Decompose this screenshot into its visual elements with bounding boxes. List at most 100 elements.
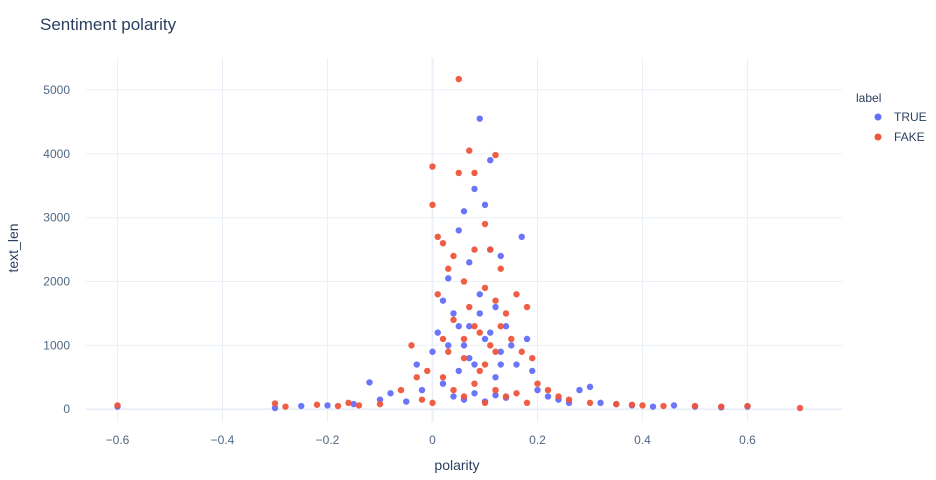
data-point	[597, 399, 604, 407]
data-point	[450, 252, 457, 260]
data-point	[487, 156, 494, 164]
legend-item-true[interactable]: TRUE	[894, 110, 927, 124]
data-point	[523, 399, 531, 407]
data-point	[718, 403, 725, 410]
data-point	[324, 402, 331, 409]
data-point	[502, 393, 510, 400]
data-point	[513, 291, 520, 298]
data-point	[497, 361, 504, 368]
data-point	[445, 348, 452, 355]
data-point	[565, 396, 573, 403]
data-point	[387, 390, 394, 397]
data-point	[471, 390, 478, 397]
data-point	[744, 402, 751, 410]
x-tick-label: −0.6	[106, 433, 130, 447]
data-point	[670, 402, 678, 409]
y-tick-label: 1000	[43, 338, 70, 352]
data-point	[628, 401, 636, 408]
data-point	[466, 303, 473, 311]
data-point	[481, 399, 489, 407]
data-point	[476, 329, 483, 336]
data-point	[450, 316, 457, 324]
data-point	[455, 75, 462, 83]
data-point	[439, 335, 447, 343]
data-point	[691, 402, 699, 410]
data-point	[455, 227, 462, 234]
data-point	[334, 402, 342, 410]
legend-marker	[874, 113, 882, 121]
x-tick-label: 0.2	[529, 433, 546, 447]
data-point	[418, 396, 426, 403]
data-point	[460, 335, 468, 343]
data-point	[481, 335, 489, 343]
data-point	[355, 402, 363, 409]
x-tick-label: 0	[429, 433, 436, 447]
data-point	[429, 348, 436, 355]
legend-item-fake[interactable]: FAKE	[894, 130, 925, 144]
data-point	[492, 297, 499, 304]
data-point	[492, 391, 499, 399]
data-point	[502, 310, 510, 317]
data-point	[471, 361, 478, 368]
data-points	[114, 75, 804, 412]
data-point	[455, 367, 462, 375]
data-point	[350, 400, 357, 408]
data-point	[508, 342, 515, 349]
data-point	[492, 303, 499, 311]
y-tick-label: 3000	[43, 211, 70, 225]
data-point	[508, 335, 515, 343]
data-point	[576, 386, 583, 394]
data-point	[466, 354, 473, 362]
data-point	[460, 354, 468, 362]
data-point	[460, 393, 468, 400]
y-tick-label: 0	[63, 402, 70, 416]
data-point	[487, 329, 494, 336]
data-point	[439, 374, 447, 381]
data-point	[529, 354, 536, 362]
data-point	[487, 246, 494, 253]
data-point	[466, 323, 473, 330]
data-point	[471, 380, 478, 387]
data-point	[460, 342, 468, 349]
data-point	[518, 348, 525, 355]
data-point	[544, 386, 552, 394]
data-point	[298, 402, 305, 410]
data-point	[466, 259, 473, 266]
data-point	[586, 383, 594, 391]
data-point	[649, 403, 657, 410]
data-point	[502, 323, 510, 330]
data-point	[534, 386, 541, 394]
x-tick-label: 0.6	[739, 433, 756, 447]
data-point	[439, 239, 447, 247]
data-point	[481, 284, 489, 292]
data-point	[476, 115, 483, 122]
data-point	[271, 400, 279, 407]
data-point	[445, 342, 452, 349]
data-point	[413, 374, 420, 381]
data-point	[397, 386, 405, 394]
data-point	[413, 361, 420, 368]
data-point	[492, 151, 499, 159]
data-point	[555, 393, 562, 400]
data-point	[518, 233, 525, 241]
x-tick-label: −0.4	[211, 433, 235, 447]
data-point	[523, 335, 531, 343]
data-point	[345, 399, 352, 407]
data-point	[471, 169, 478, 177]
series-fake	[114, 75, 804, 412]
data-point	[471, 323, 478, 330]
data-point	[466, 147, 473, 154]
legend-title: label	[856, 91, 881, 105]
data-point	[544, 393, 552, 400]
data-point	[492, 374, 499, 381]
data-point	[796, 404, 804, 412]
y-axis-ticks: 0 1000 2000 3000 4000 5000	[43, 83, 70, 416]
data-point	[497, 323, 504, 330]
data-point	[492, 348, 499, 355]
data-point	[408, 342, 415, 349]
data-point	[513, 361, 520, 368]
grid-lines	[86, 58, 842, 422]
data-point	[497, 265, 504, 272]
y-tick-label: 2000	[43, 275, 70, 289]
